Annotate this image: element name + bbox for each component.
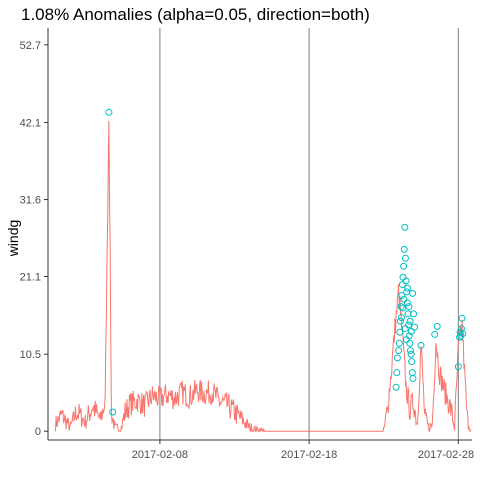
anomaly-point-49 (458, 314, 466, 322)
anomaly-point-8 (397, 317, 405, 325)
anomaly-point-4 (393, 354, 401, 362)
anomaly-point-25 (407, 350, 415, 358)
anomaly-point-7 (396, 328, 404, 336)
anomaly-point-50 (459, 330, 467, 338)
series-line (55, 120, 472, 434)
y-tick-label-4: 42.1 (20, 118, 41, 130)
anomaly-point-16 (401, 254, 409, 262)
anomaly-point-5 (395, 347, 403, 355)
anomaly-point-6 (395, 339, 403, 347)
anomaly-point-31 (400, 295, 408, 303)
anomaly-point-1 (109, 408, 117, 416)
anomaly-point-39 (410, 310, 418, 318)
y-tick-label-3: 31.6 (20, 195, 41, 207)
anomaly-point-26 (408, 358, 416, 366)
anomaly-point-40 (410, 323, 418, 331)
anomaly-point-0 (105, 108, 113, 116)
anomaly-point-32 (401, 325, 409, 333)
anomaly-point-44 (454, 363, 462, 371)
anomaly-point-42 (431, 330, 439, 338)
y-tick-label-5: 52.7 (20, 40, 41, 52)
anomaly-point-47 (457, 332, 465, 340)
y-tick-label-0: 0 (35, 426, 41, 438)
x-tick-label-2: 2017-02-28 (418, 449, 474, 461)
y-axis-label: windg (5, 220, 21, 258)
anomaly-point-35 (405, 303, 413, 311)
anomaly-point-38 (409, 289, 417, 297)
y-tick-label-2: 21.1 (20, 272, 41, 284)
anomaly-point-9 (397, 303, 405, 311)
anomaly-point-17 (402, 277, 410, 285)
anomaly-point-21 (405, 321, 413, 329)
chart-title: 1.08% Anomalies (alpha=0.05, direction=b… (21, 5, 370, 24)
anomaly-point-48 (457, 325, 465, 333)
anomaly-point-43 (433, 322, 441, 330)
anomaly-point-28 (409, 374, 417, 382)
anomaly-point-36 (406, 317, 414, 325)
anomaly-point-24 (406, 347, 414, 355)
anomaly-point-15 (401, 223, 409, 231)
anomaly-point-23 (406, 339, 414, 347)
plot-area: 0 10.5 21.1 31.6 42.1 52.7 2017-02-08 2017-02-1… (20, 28, 474, 461)
anomaly-point-30 (399, 304, 407, 312)
y-tick-label-1: 10.5 (20, 349, 41, 361)
anomaly-point-27 (408, 369, 416, 377)
anomaly-point-33 (402, 336, 410, 344)
anomaly-point-3 (393, 369, 401, 377)
anomaly-point-29 (397, 314, 405, 322)
x-tick-label-0: 2017-02-08 (132, 449, 188, 461)
anomaly-point-19 (403, 299, 411, 307)
anomaly-point-41 (417, 341, 425, 349)
anomaly-point-11 (398, 281, 406, 289)
anomaly-point-13 (400, 262, 408, 270)
anomaly-point-34 (404, 284, 412, 292)
x-tick-label-1: 2017-02-18 (281, 449, 337, 461)
anomaly-point-14 (400, 245, 408, 253)
anomaly-point-10 (398, 292, 406, 300)
anomaly-point-2 (392, 383, 400, 391)
